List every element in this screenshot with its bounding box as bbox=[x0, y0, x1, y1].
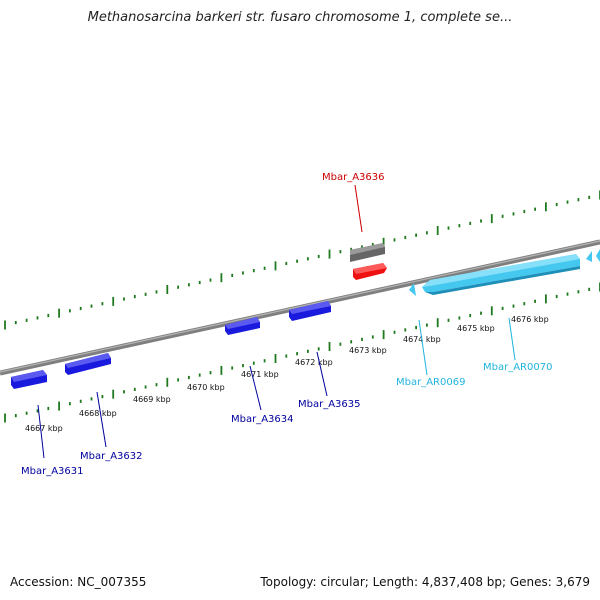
kbp-label: 4669 kbp bbox=[133, 395, 171, 404]
kbp-label: 4668 kbp bbox=[79, 409, 117, 418]
kbp-label: 4673 kbp bbox=[349, 346, 387, 355]
backbone-highlight bbox=[0, 240, 600, 373]
kbp-label: 4675 kbp bbox=[457, 324, 495, 333]
gene-label: Mbar_AR0069 bbox=[396, 377, 465, 388]
lower-tick-track bbox=[4, 282, 600, 423]
kbp-label: 4676 kbp bbox=[511, 315, 549, 324]
gene-label: Mbar_A3634 bbox=[231, 414, 294, 425]
kbp-label: 4672 kbp bbox=[295, 358, 333, 367]
gene-label: Mbar_A3635 bbox=[298, 399, 361, 410]
gene-mbar-a3634[interactable]: Mbar_A3634 bbox=[225, 317, 294, 425]
gene-label: Mbar_A3631 bbox=[21, 466, 84, 477]
gene-mbar-a3632[interactable]: Mbar_A3632 bbox=[65, 353, 143, 462]
gene-mbar-a3636[interactable]: Mbar_A3636 bbox=[322, 172, 387, 280]
accession-label: Accession: NC_007355 bbox=[10, 575, 147, 589]
gene-label: Mbar_AR0070 bbox=[483, 362, 552, 373]
gene-mbar-a3631[interactable]: Mbar_A3631 bbox=[11, 370, 84, 477]
upper-tick-track bbox=[4, 190, 600, 330]
kbp-label: 4667 kbp bbox=[25, 424, 63, 433]
gene-label: Mbar_A3636 bbox=[322, 172, 385, 183]
map-title: Methanosarcina barkeri str. fusaro chrom… bbox=[87, 10, 513, 25]
gene-mbar-a3635[interactable]: Mbar_A3635 bbox=[289, 301, 361, 410]
kbp-label: 4671 kbp bbox=[241, 370, 279, 379]
gene-mbar-ar0070[interactable]: Mbar_AR0070 bbox=[422, 249, 600, 373]
genome-stats: Topology: circular; Length: 4,837,408 bp… bbox=[260, 575, 590, 589]
gene-mbar-ar0069[interactable]: Mbar_AR0069 bbox=[396, 283, 465, 388]
gene-label: Mbar_A3632 bbox=[80, 451, 143, 462]
kbp-label: 4670 kbp bbox=[187, 383, 225, 392]
